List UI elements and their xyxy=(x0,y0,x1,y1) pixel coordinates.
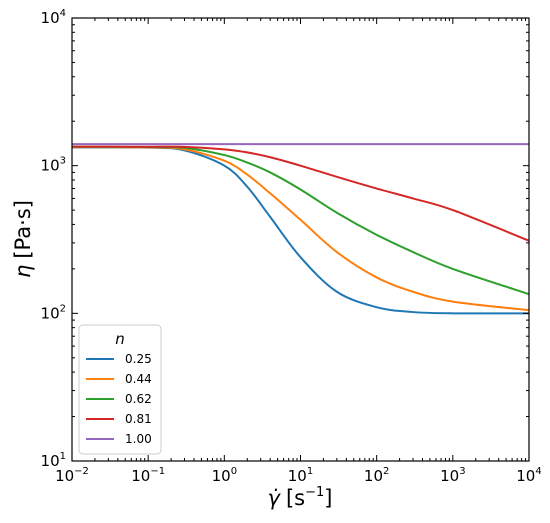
legend-label: 0.62 xyxy=(125,392,152,406)
y-axis-label: η [Pa·s] xyxy=(11,200,35,278)
y-tick-label: 104 xyxy=(41,8,66,27)
x-tick-label: 103 xyxy=(440,466,465,485)
x-axis-label: γ̇ [s−1] xyxy=(268,485,333,510)
y-axis-unit: [Pa·s] xyxy=(11,200,35,259)
legend-entries: 0.25 0.44 0.62 0.81 1.00 xyxy=(86,352,152,446)
x-axis-symbol: γ̇ xyxy=(268,486,282,510)
x-tick-label: 101 xyxy=(288,466,313,485)
legend-label: 0.44 xyxy=(125,372,152,386)
x-axis-unit-exponent: −1 xyxy=(305,485,324,500)
axis-ticks xyxy=(71,17,530,462)
legend-label: 0.81 xyxy=(125,412,152,426)
x-axis-unit: [s xyxy=(286,486,305,510)
tick-labels: 10−2 10−1 100 101 102 103 104 101 102 103 104 xyxy=(41,8,542,485)
series-line-n-0.25 xyxy=(71,146,530,315)
x-tick-label: 10−1 xyxy=(131,466,165,485)
legend-title: n xyxy=(115,330,125,348)
legend: n 0.25 0.44 0.62 0.81 1.00 xyxy=(78,324,162,455)
x-tick-label: 102 xyxy=(364,466,389,485)
legend-label: 1.00 xyxy=(125,432,152,446)
x-tick-label: 104 xyxy=(516,466,541,485)
y-tick-label: 101 xyxy=(41,451,66,470)
y-axis-symbol: η xyxy=(11,265,35,278)
x-tick-label: 10−2 xyxy=(55,466,89,485)
series-lines xyxy=(71,143,530,315)
legend-box xyxy=(78,324,162,455)
x-tick-label: 100 xyxy=(212,466,237,485)
series-line-n-0.44 xyxy=(71,146,530,312)
legend-label: 0.25 xyxy=(125,352,152,366)
series-line-n-0.81 xyxy=(71,145,530,242)
x-axis-unit-close: ] xyxy=(324,486,332,510)
y-tick-label: 103 xyxy=(41,156,66,175)
y-tick-label: 102 xyxy=(41,303,66,322)
